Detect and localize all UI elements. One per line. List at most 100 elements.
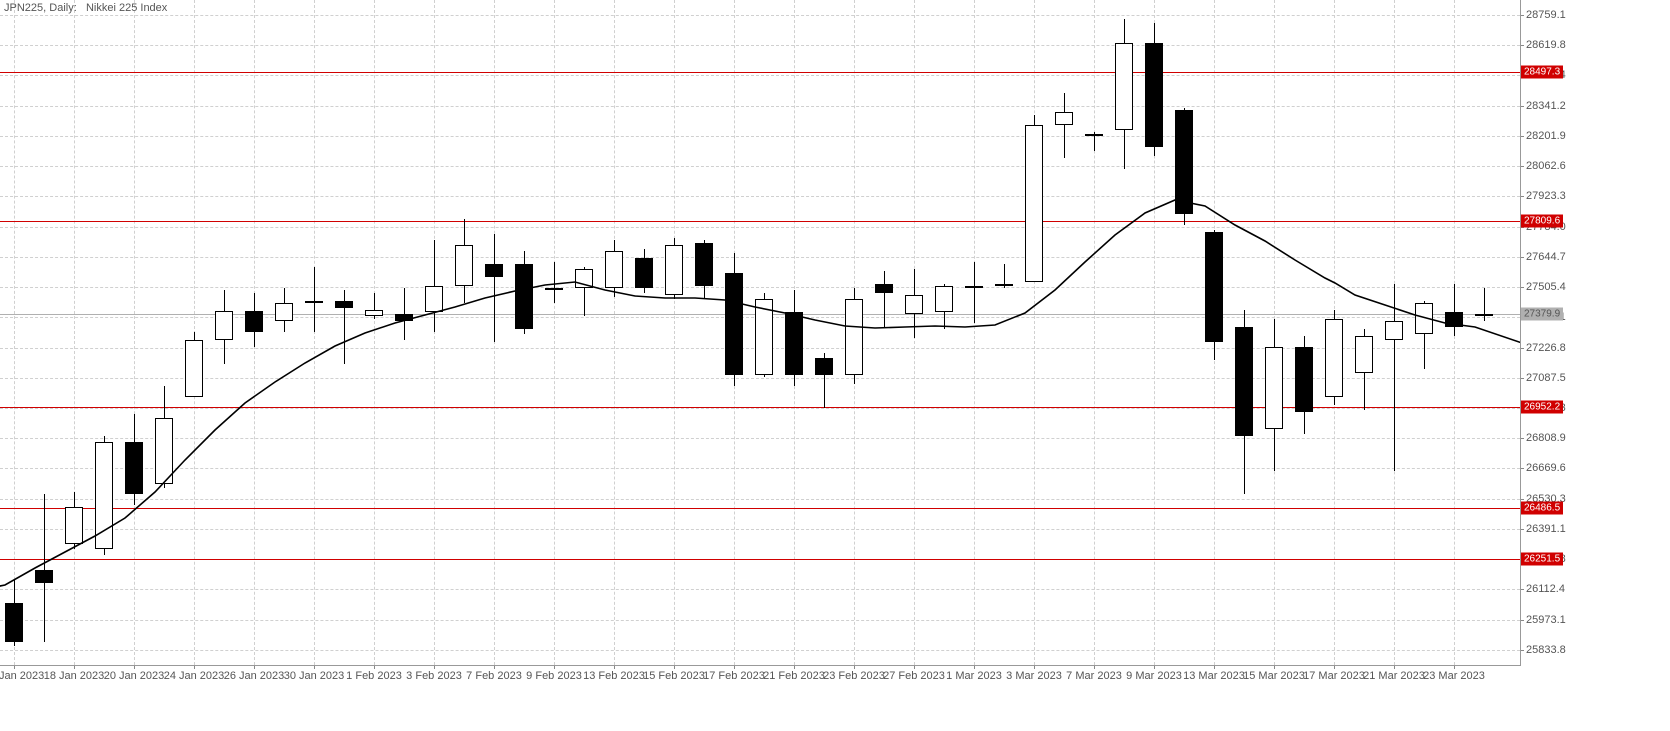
candle-body[interactable] (635, 258, 653, 288)
candle-body[interactable] (1325, 319, 1343, 397)
y-tick-label: 25833.8 (1526, 644, 1566, 656)
x-tick-label: 3 Mar 2023 (1006, 670, 1062, 682)
x-axis: 16 Jan 202318 Jan 202320 Jan 202324 Jan … (0, 666, 1520, 731)
candle-wick (554, 262, 555, 303)
plot-area[interactable] (0, 0, 1521, 666)
y-tick-label: 27644.7 (1526, 251, 1566, 263)
candle-body[interactable] (1055, 112, 1073, 125)
candle-body[interactable] (1265, 347, 1283, 429)
candle-body[interactable] (245, 311, 263, 332)
x-tick-label: 9 Mar 2023 (1126, 670, 1182, 682)
candle-body[interactable] (905, 295, 923, 315)
price-tag: 26952.2 (1521, 401, 1563, 414)
y-tick-label: 28341.2 (1526, 100, 1566, 112)
candle-body[interactable] (395, 314, 413, 321)
candle-body[interactable] (1475, 314, 1493, 316)
candle-body[interactable] (995, 284, 1013, 286)
candle-body[interactable] (305, 301, 323, 303)
candle-body[interactable] (215, 311, 233, 340)
candle-body[interactable] (545, 288, 563, 290)
y-tick-label: 28619.8 (1526, 39, 1566, 51)
x-tick-label: 13 Feb 2023 (583, 670, 645, 682)
candle-body[interactable] (455, 245, 473, 286)
y-tick-label: 27226.8 (1526, 342, 1566, 354)
candle-body[interactable] (725, 273, 743, 375)
candle-body[interactable] (185, 340, 203, 396)
x-tick-label: 21 Feb 2023 (763, 670, 825, 682)
x-tick-label: 18 Jan 2023 (44, 670, 105, 682)
y-tick-label: 27087.5 (1526, 372, 1566, 384)
candle-body[interactable] (755, 299, 773, 375)
candle-body[interactable] (365, 310, 383, 317)
x-tick-label: 23 Feb 2023 (823, 670, 885, 682)
candle-body[interactable] (785, 312, 803, 375)
y-tick-label: 26808.9 (1526, 432, 1566, 444)
candle-body[interactable] (1355, 336, 1373, 373)
candle-body[interactable] (1145, 43, 1163, 147)
candle-body[interactable] (485, 264, 503, 277)
x-tick-label: 26 Jan 2023 (224, 670, 285, 682)
candle-wick (1064, 93, 1065, 158)
x-tick-label: 7 Mar 2023 (1066, 670, 1122, 682)
candle-wick (314, 267, 315, 332)
candle-wick (1394, 284, 1395, 471)
candle-body[interactable] (1385, 321, 1403, 341)
price-tag: 26251.5 (1521, 553, 1563, 566)
x-tick-label: 17 Mar 2023 (1303, 670, 1365, 682)
candle-body[interactable] (335, 301, 353, 308)
candle-body[interactable] (5, 603, 23, 642)
price-tag: 26486.5 (1521, 502, 1563, 515)
x-tick-label: 20 Jan 2023 (104, 670, 165, 682)
chart-title: JPN225, Daily: Nikkei 225 Index (4, 2, 167, 14)
candle-wick (1454, 284, 1455, 336)
x-tick-label: 30 Jan 2023 (284, 670, 345, 682)
candle-body[interactable] (875, 284, 893, 293)
candle-body[interactable] (1025, 125, 1043, 281)
candle-body[interactable] (425, 286, 443, 312)
candle-body[interactable] (965, 286, 983, 288)
candle-body[interactable] (95, 442, 113, 548)
x-tick-label: 3 Feb 2023 (406, 670, 462, 682)
candle-wick (494, 234, 495, 343)
candle-body[interactable] (515, 264, 533, 329)
y-tick-label: 28201.9 (1526, 130, 1566, 142)
candle-body[interactable] (1085, 134, 1103, 136)
candle-body[interactable] (845, 299, 863, 375)
candle-body[interactable] (935, 286, 953, 312)
candle-body[interactable] (155, 418, 173, 483)
candle-body[interactable] (1415, 303, 1433, 333)
price-tag: 27809.6 (1521, 215, 1563, 228)
candles-layer (0, 0, 1520, 665)
y-axis: 25833.825973.126112.426251.826391.126530… (1521, 0, 1670, 665)
candle-body[interactable] (815, 358, 833, 375)
candle-body[interactable] (1235, 327, 1253, 436)
chart-name: Nikkei 225 Index (86, 2, 167, 14)
candle-body[interactable] (605, 251, 623, 288)
candle-body[interactable] (1445, 312, 1463, 327)
x-tick-label: 13 Mar 2023 (1183, 670, 1245, 682)
x-tick-label: 27 Feb 2023 (883, 670, 945, 682)
y-tick-label: 28062.6 (1526, 160, 1566, 172)
candle-body[interactable] (695, 243, 713, 286)
x-tick-label: 9 Feb 2023 (526, 670, 582, 682)
candle-body[interactable] (1175, 110, 1193, 214)
x-tick-label: 17 Feb 2023 (703, 670, 765, 682)
candle-body[interactable] (1115, 43, 1133, 130)
chart-symbol: JPN225, (4, 2, 46, 14)
price-tag: 28497.3 (1521, 65, 1563, 78)
candle-body[interactable] (65, 507, 83, 544)
x-tick-label: 15 Feb 2023 (643, 670, 705, 682)
candle-body[interactable] (35, 570, 53, 583)
x-tick-label: 16 Jan 2023 (0, 670, 44, 682)
candle-body[interactable] (125, 442, 143, 494)
chart-container: JPN225, Daily: Nikkei 225 Index 25833.82… (0, 0, 1670, 731)
candle-body[interactable] (275, 303, 293, 320)
candle-body[interactable] (665, 245, 683, 295)
current-price-tag: 27379.9 (1521, 308, 1563, 321)
x-tick-label: 21 Mar 2023 (1363, 670, 1425, 682)
candle-body[interactable] (575, 269, 593, 289)
y-tick-label: 28759.1 (1526, 9, 1566, 21)
candle-body[interactable] (1205, 232, 1223, 343)
x-tick-label: 23 Mar 2023 (1423, 670, 1485, 682)
candle-body[interactable] (1295, 347, 1313, 412)
